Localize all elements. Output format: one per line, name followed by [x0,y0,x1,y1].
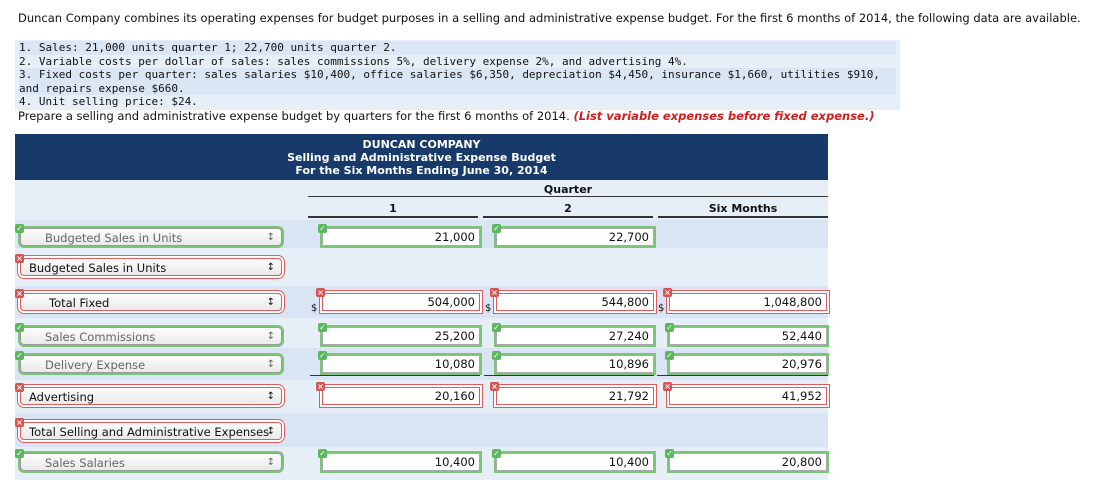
amount-input[interactable]: 21,000 [322,228,480,246]
budget-title: Selling and Administrative Expense Budge… [287,151,556,164]
correct-icon: ✓ [318,449,327,458]
currency-sign: $ [658,303,665,314]
amount-input[interactable]: 10,400 [322,453,480,471]
amount-input[interactable]: 25,200 [322,327,480,345]
given-item: 3. Fixed costs per quarter: sales salari… [19,68,896,95]
correct-icon: ✓ [15,351,24,360]
instruction: Prepare a selling and administrative exp… [18,109,874,123]
correct-icon: ✓ [665,323,674,332]
incorrect-icon: × [663,288,672,297]
amount-input[interactable]: 504,000 [322,293,480,311]
period: For the Six Months Ending June 30, 2014 [295,164,548,177]
group-header: Quarter [308,183,828,197]
row-label-select[interactable]: Budgeted Sales in Units [20,258,282,277]
row-label-select[interactable]: Sales Salaries [20,453,282,472]
column-header: 2 [483,202,653,218]
amount-input[interactable]: 27,240 [496,327,654,345]
incorrect-icon: × [490,382,499,391]
correct-icon: ✓ [665,449,674,458]
company: DUNCAN COMPANY [362,138,481,151]
given-item: 4. Unit selling price: $24. [19,95,198,108]
amount-input[interactable]: 41,952 [669,387,827,405]
correct-icon: ✓ [318,351,327,360]
incorrect-icon: × [490,288,499,297]
column-header: 1 [308,202,478,218]
row-label-select[interactable]: Delivery Expense [20,355,282,374]
row-label-select[interactable]: Sales Commissions [20,327,282,346]
amount-input[interactable]: 22,700 [496,228,654,246]
correct-icon: ✓ [665,351,674,360]
currency-sign: $ [485,303,492,314]
correct-icon: ✓ [318,323,327,332]
correct-icon: ✓ [492,224,501,233]
correct-icon: ✓ [15,449,24,458]
given-item: 2. Variable costs per dollar of sales: s… [19,54,688,68]
given-item: 1. Sales: 21,000 units quarter 1; 22,700… [19,41,896,55]
row-label-select[interactable]: Total Fixed [20,293,282,312]
amount-input[interactable]: 10,400 [496,453,654,471]
row-label-select[interactable]: Budgeted Sales in Units [20,228,282,247]
instruction-text: Prepare a selling and administrative exp… [18,109,570,123]
underline [310,375,480,376]
correct-icon: ✓ [15,323,24,332]
underline [484,375,654,376]
correct-icon: ✓ [15,224,24,233]
instruction-note: (List variable expenses before fixed exp… [573,109,875,123]
amount-input[interactable]: 20,800 [669,453,827,471]
amount-input[interactable]: 21,792 [496,387,654,405]
correct-icon: ✓ [492,323,501,332]
underline [657,375,828,376]
correct-icon: ✓ [492,351,501,360]
incorrect-icon: × [663,382,672,391]
amount-input[interactable]: 1,048,800 [669,293,827,311]
correct-icon: ✓ [492,449,501,458]
incorrect-icon: × [15,383,24,392]
currency-sign: $ [311,303,318,314]
given-list: 1. Sales: 21,000 units quarter 1; 22,700… [15,40,900,110]
column-header: Six Months [658,202,828,218]
incorrect-icon: × [316,288,325,297]
amount-input[interactable]: 10,896 [496,355,654,373]
correct-icon: ✓ [318,224,327,233]
incorrect-icon: × [15,418,24,427]
incorrect-icon: × [316,382,325,391]
incorrect-icon: × [15,289,24,298]
incorrect-icon: × [15,254,24,263]
intro: Duncan Company combines its operating ex… [18,11,1081,25]
amount-input[interactable]: 52,440 [669,327,827,345]
amount-input[interactable]: 20,160 [322,387,480,405]
row-label-select[interactable]: Total Selling and Administrative Expense… [20,422,282,441]
amount-input[interactable]: 10,080 [322,355,480,373]
row-label-select[interactable]: Advertising [20,387,282,406]
amount-input[interactable]: 544,800 [496,293,654,311]
amount-input[interactable]: 20,976 [669,355,827,373]
table-header: DUNCAN COMPANY Selling and Administrativ… [15,134,828,180]
